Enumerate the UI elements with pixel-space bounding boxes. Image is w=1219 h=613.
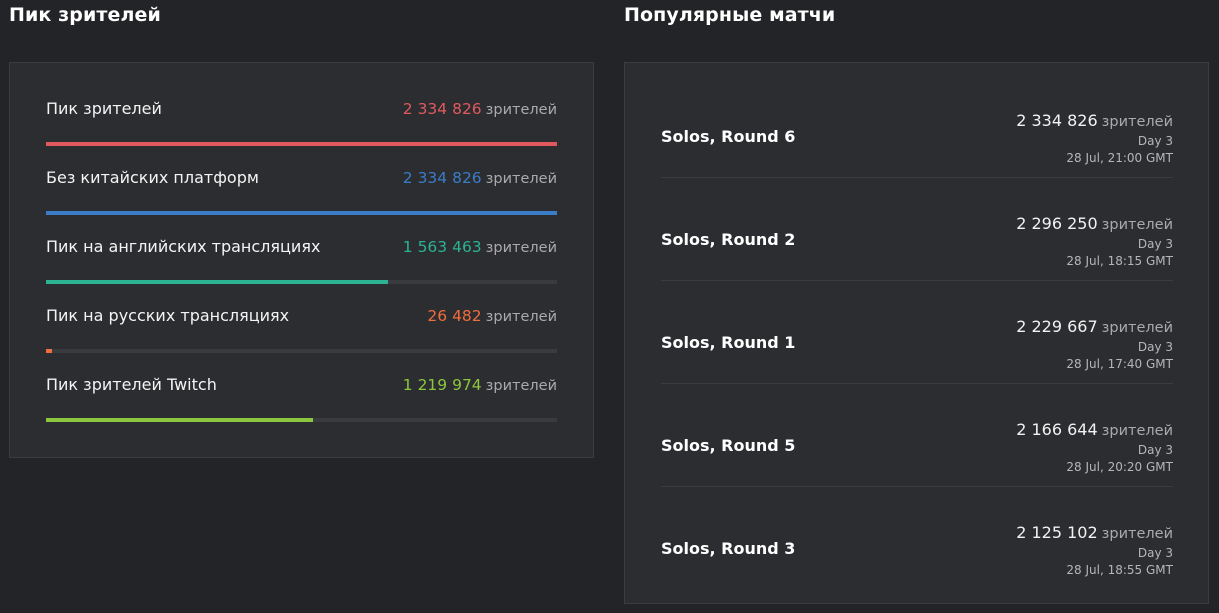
match-name: Solos, Round 5 [661, 436, 796, 455]
progress-track [46, 418, 557, 422]
stat-row-peak-viewers: Пик зрителей 2 334 826 зрителей [46, 63, 557, 146]
match-details: 2 125 102 зрителей Day 3 28 Jul, 18:55 GM… [1016, 523, 1173, 579]
stat-row-english-streams: Пик на английских трансляциях 1 563 463 з… [46, 201, 557, 284]
stat-row-russian-streams: Пик на русских трансляциях 26 482 зрителе… [46, 270, 557, 353]
match-viewer-count: 2 296 250 [1016, 214, 1098, 233]
match-viewer-unit: зрителей [1101, 217, 1173, 233]
peak-viewers-title: Пик зрителей [9, 4, 161, 26]
stat-value: 1 219 974 зрителей [403, 375, 557, 396]
match-item[interactable]: Solos, Round 1 2 229 667 зрителей Day 3 2… [661, 281, 1173, 384]
match-time: 28 Jul, 18:55 GMT [1066, 563, 1173, 577]
stat-number: 1 563 463 [402, 238, 482, 256]
progress-fill [46, 418, 313, 422]
progress-track [46, 142, 557, 146]
stat-row-twitch: Пик зрителей Twitch 1 219 974 зрителей [46, 339, 557, 422]
stat-label: Пик на английских трансляциях [46, 237, 321, 256]
match-viewer-unit: зрителей [1101, 114, 1173, 130]
match-time: 28 Jul, 21:00 GMT [1066, 151, 1173, 165]
match-details: 2 229 667 зрителей Day 3 28 Jul, 17:40 GM… [1016, 317, 1173, 373]
stat-value: 26 482 зрителей [427, 306, 557, 327]
stat-unit: зрителей [485, 378, 557, 394]
stat-value: 2 334 826 зрителей [403, 99, 557, 120]
progress-track [46, 349, 557, 353]
match-viewer-count: 2 166 644 [1016, 420, 1098, 439]
stat-unit: зрителей [485, 102, 557, 118]
match-name: Solos, Round 3 [661, 539, 796, 558]
match-viewers: 2 166 644 зрителей [1016, 420, 1173, 441]
match-viewer-count: 2 125 102 [1016, 523, 1098, 542]
progress-fill [46, 280, 389, 284]
popular-matches-panel: Solos, Round 6 2 334 826 зрителей Day 3 2… [624, 62, 1209, 604]
stat-label: Пик зрителей Twitch [46, 375, 217, 394]
progress-fill [46, 349, 53, 353]
match-viewers: 2 334 826 зрителей [1016, 111, 1173, 132]
match-details: 2 334 826 зрителей Day 3 28 Jul, 21:00 GM… [1016, 111, 1173, 167]
stat-label: Без китайских платформ [46, 168, 259, 187]
stat-value: 1 563 463 зрителей [403, 237, 557, 258]
match-viewer-unit: зрителей [1101, 423, 1173, 439]
stat-unit: зрителей [485, 309, 557, 325]
match-viewers: 2 229 667 зрителей [1016, 317, 1173, 338]
match-viewer-unit: зрителей [1101, 526, 1173, 542]
match-viewer-count: 2 229 667 [1016, 317, 1098, 336]
match-viewer-count: 2 334 826 [1016, 111, 1098, 130]
stat-number: 26 482 [427, 307, 482, 325]
stat-unit: зрителей [485, 171, 557, 187]
match-name: Solos, Round 2 [661, 230, 796, 249]
popular-matches-title: Популярные матчи [624, 4, 836, 26]
peak-viewers-panel: Пик зрителей 2 334 826 зрителей Без китай… [9, 62, 594, 458]
stat-unit: зрителей [485, 240, 557, 256]
match-viewers: 2 296 250 зрителей [1016, 214, 1173, 235]
progress-fill [46, 142, 557, 146]
stat-number: 2 334 826 [402, 169, 482, 187]
stat-label: Пик зрителей [46, 99, 162, 118]
match-name: Solos, Round 6 [661, 127, 796, 146]
stat-value: 2 334 826 зрителей [403, 168, 557, 189]
stat-number: 2 334 826 [402, 100, 482, 118]
stat-label: Пик на русских трансляциях [46, 306, 290, 325]
match-day: Day 3 [1137, 134, 1173, 148]
match-time: 28 Jul, 18:15 GMT [1066, 254, 1173, 268]
match-item[interactable]: Solos, Round 2 2 296 250 зрителей Day 3 2… [661, 178, 1173, 281]
stat-number: 1 219 974 [402, 376, 482, 394]
match-name: Solos, Round 1 [661, 333, 796, 352]
match-viewers: 2 125 102 зрителей [1016, 523, 1173, 544]
match-day: Day 3 [1137, 443, 1173, 457]
progress-track [46, 280, 557, 284]
match-details: 2 166 644 зрителей Day 3 28 Jul, 20:20 GM… [1016, 420, 1173, 476]
progress-fill [46, 211, 557, 215]
stat-row-no-chinese-platforms: Без китайских платформ 2 334 826 зрителей [46, 132, 557, 215]
match-day: Day 3 [1137, 546, 1173, 560]
match-time: 28 Jul, 17:40 GMT [1066, 357, 1173, 371]
match-item[interactable]: Solos, Round 6 2 334 826 зрителей Day 3 2… [661, 75, 1173, 178]
match-day: Day 3 [1137, 340, 1173, 354]
progress-track [46, 211, 557, 215]
match-item[interactable]: Solos, Round 5 2 166 644 зрителей Day 3 2… [661, 384, 1173, 487]
match-viewer-unit: зрителей [1101, 320, 1173, 336]
match-item[interactable]: Solos, Round 3 2 125 102 зрителей Day 3 2… [661, 487, 1173, 590]
match-day: Day 3 [1137, 237, 1173, 251]
match-time: 28 Jul, 20:20 GMT [1066, 460, 1173, 474]
match-details: 2 296 250 зрителей Day 3 28 Jul, 18:15 GM… [1016, 214, 1173, 270]
